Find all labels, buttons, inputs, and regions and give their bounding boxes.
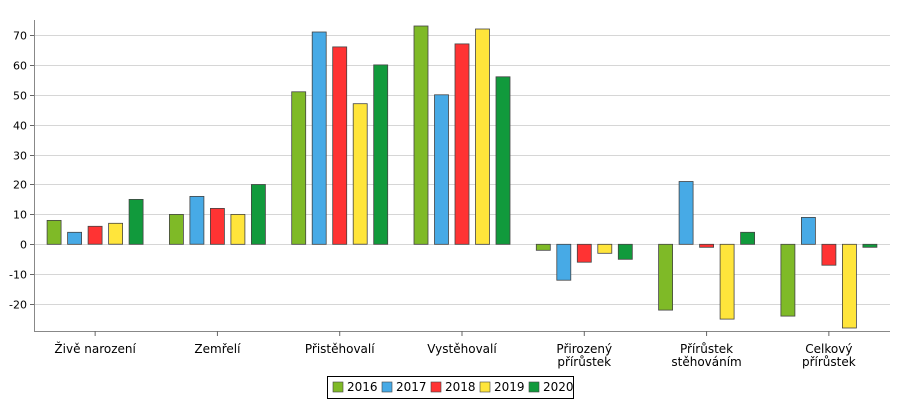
bar: [189, 195, 205, 245]
bar: [291, 91, 307, 245]
legend-label: 2019: [494, 380, 525, 394]
bar: [719, 243, 735, 320]
category-label-line: Přirozený: [556, 342, 612, 356]
y-tick-label: -20: [9, 299, 27, 312]
y-tick-label: 70: [13, 30, 27, 43]
category-label: Živě narození: [54, 341, 136, 356]
bar: [597, 243, 613, 254]
category-label: Přistěhovalí: [305, 342, 375, 356]
bar: [454, 43, 470, 245]
bar: [801, 216, 816, 245]
bar: [678, 181, 694, 245]
y-axis: -20 -10 0 10 20 30 40 50 60 70: [9, 20, 35, 331]
legend-label: 2020: [543, 380, 574, 394]
bar: [352, 103, 368, 245]
bar: [209, 207, 225, 245]
bars: [46, 25, 878, 329]
bar: [658, 243, 673, 311]
category-label-line: přírůstek: [557, 355, 611, 369]
category-label-line: Celkový: [805, 342, 852, 356]
bar: [128, 198, 144, 245]
bar: [168, 213, 184, 245]
bar: [617, 243, 633, 260]
bar: [230, 213, 246, 245]
bar: [535, 243, 551, 251]
legend-swatch: [430, 381, 442, 393]
legend-swatch: [528, 381, 540, 393]
bar: [67, 231, 82, 245]
category-label-line: Přistěhovalí: [305, 342, 375, 356]
y-tick-label: 30: [13, 150, 27, 163]
bar: [842, 243, 857, 329]
category-label: Vystěhovalí: [427, 342, 497, 356]
bar: [434, 94, 449, 245]
x-axis: Živě narození Zemřelí Přistěhovalí Vystěhov…: [34, 331, 890, 369]
y-tick-label: 40: [13, 120, 27, 133]
y-tick-label: -10: [9, 269, 27, 282]
category-label: Přirozený přírůstek: [556, 342, 612, 369]
category-label-line: Vystěhovalí: [427, 342, 497, 356]
category-label-line: Přírůstek: [680, 342, 733, 356]
bar: [740, 231, 755, 245]
bar: [475, 28, 490, 245]
bar: [556, 243, 572, 281]
legend-label: 2018: [445, 380, 476, 394]
category-label-line: stěhováním: [671, 355, 741, 369]
category-label-line: přírůstek: [802, 355, 856, 369]
bar: [576, 243, 592, 263]
category-label-line: Živě narození: [54, 341, 136, 356]
y-tick-label: 10: [13, 209, 27, 222]
y-tick-label: 60: [13, 60, 27, 73]
bar: [413, 25, 429, 245]
bar: [821, 243, 837, 266]
bar: [780, 243, 796, 317]
bar: [699, 243, 714, 248]
category-label: Celkový přírůstek: [802, 342, 856, 369]
category-label: Přírůstek stěhováním: [671, 342, 741, 369]
bar: [332, 46, 348, 245]
y-tick-label: 20: [13, 179, 27, 192]
category-label: Zemřelí: [194, 342, 241, 356]
legend: 2016 2017 2018 2019 2020: [327, 376, 574, 399]
legend-swatch: [479, 381, 491, 393]
legend-swatch: [381, 381, 393, 393]
bar: [250, 184, 266, 245]
bar: [108, 222, 123, 245]
y-tick-label: 0: [20, 239, 27, 252]
bar: [46, 219, 62, 245]
legend-label: 2016: [347, 380, 378, 394]
legend-swatch: [332, 381, 344, 393]
y-tick-label: 50: [13, 90, 27, 103]
bar: [87, 225, 103, 245]
bar: [862, 243, 878, 248]
bar: [311, 31, 327, 245]
category-label-line: Zemřelí: [194, 342, 241, 356]
bar: [373, 64, 389, 245]
legend-label: 2017: [396, 380, 427, 394]
bar: [495, 76, 511, 245]
